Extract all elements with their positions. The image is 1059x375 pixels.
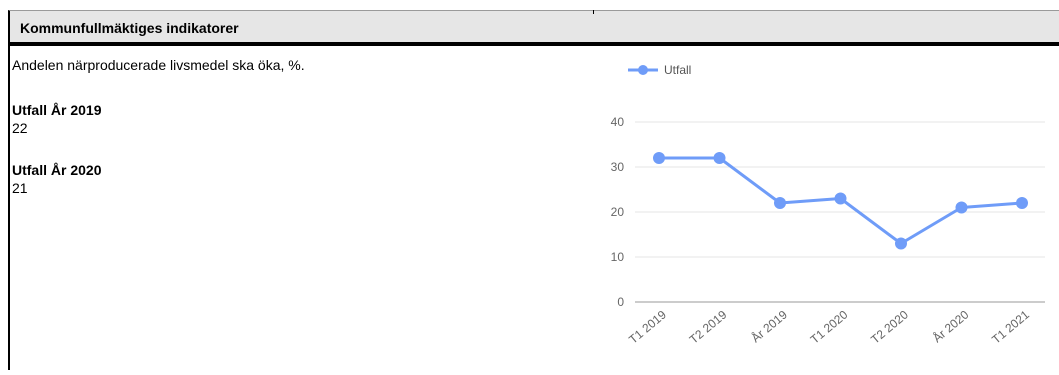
- y-tick-label: 30: [611, 160, 625, 174]
- y-tick-label: 40: [611, 115, 625, 129]
- panel-header: Kommunfullmäktiges indikatorer: [8, 10, 1059, 46]
- y-tick-label: 0: [617, 295, 624, 309]
- indicator-description: Andelen närproducerade livsmedel ska öka…: [12, 57, 305, 73]
- data-point[interactable]: [713, 152, 726, 164]
- x-tick-label: T1 2019: [626, 307, 669, 346]
- x-tick-label: T2 2020: [868, 307, 911, 346]
- x-tick-label: T1 2021: [989, 307, 1032, 346]
- chart-grid: [635, 121, 1045, 303]
- data-point[interactable]: [1016, 197, 1028, 209]
- x-tick-label: År 2020: [930, 307, 972, 346]
- y-tick-label: 10: [611, 250, 625, 264]
- data-point[interactable]: [774, 197, 786, 209]
- panel-title: Kommunfullmäktiges indikatorer: [20, 20, 239, 36]
- data-point[interactable]: [653, 152, 665, 164]
- chart-series: [653, 152, 1028, 250]
- kpi-label-2020: Utfall År 2020: [12, 162, 102, 178]
- legend-marker: [638, 65, 648, 75]
- panel-left-border: [8, 46, 10, 370]
- data-point[interactable]: [834, 192, 847, 205]
- x-tick-label: År 2019: [748, 307, 790, 346]
- indicator-panel: Kommunfullmäktiges indikatorer: [8, 10, 1059, 370]
- x-tick-label: T1 2020: [808, 307, 851, 346]
- data-point[interactable]: [955, 201, 968, 214]
- data-point[interactable]: [895, 237, 907, 250]
- indicator-chart: Utfall 0 10 20 30 40 T1 2019 T2 2019 År 2019 T1…: [600, 55, 1050, 370]
- chart-legend[interactable]: Utfall: [628, 63, 691, 77]
- y-tick-label: 20: [611, 205, 625, 219]
- kpi-value-2019: 22: [12, 120, 28, 136]
- header-divider-tick: [593, 10, 594, 14]
- y-axis: 0 10 20 30 40: [611, 115, 625, 309]
- kpi-label-2019: Utfall År 2019: [12, 102, 102, 118]
- kpi-value-2020: 21: [12, 180, 28, 196]
- x-axis: T1 2019 T2 2019 År 2019 T1 2020 T2 2020 År 20…: [626, 307, 1032, 347]
- x-tick-label: T2 2019: [687, 307, 730, 346]
- legend-label: Utfall: [664, 63, 691, 77]
